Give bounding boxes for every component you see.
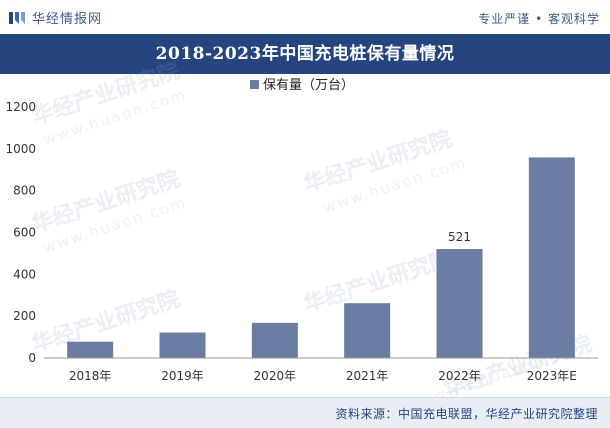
bars: 521 xyxy=(67,157,575,358)
x-tick-label: 2022年 xyxy=(438,369,481,383)
header-bar: 华经情报网 专业严谨 • 客观科学 xyxy=(0,0,610,34)
x-tick-label: 2023年E xyxy=(527,369,577,383)
bar xyxy=(251,322,298,358)
y-axis: 0 200 400 600 800 1000 1200 xyxy=(5,100,36,365)
x-tick-label: 2018年 xyxy=(69,369,112,383)
x-axis: 2018年 2019年 2020年 2021年 2022年 2023年E xyxy=(44,357,598,383)
x-tick-label: 2019年 xyxy=(161,369,204,383)
legend-label: 保有量（万台） xyxy=(263,78,354,93)
bar xyxy=(436,249,483,358)
bar xyxy=(528,157,575,358)
huajing-logo-icon xyxy=(9,11,25,24)
y-tick-label: 400 xyxy=(13,267,36,281)
bar xyxy=(67,341,114,358)
brand-tagline: 专业严谨 • 客观科学 xyxy=(478,12,600,26)
chart-area: 华经产业研究院 www.huaon.com 华经产业研究院 www.huaon.… xyxy=(0,59,610,405)
legend: 保有量（万台） xyxy=(250,78,354,93)
y-tick-label: 0 xyxy=(28,351,36,365)
source-note: 资料来源：中国充电联盟，华经产业研究院整理 xyxy=(335,407,598,421)
brand-name: 华经情报网 xyxy=(32,12,103,27)
footer: 资料来源：中国充电联盟，华经产业研究院整理 xyxy=(0,397,610,428)
x-tick-label: 2021年 xyxy=(346,369,389,383)
brand: 华经情报网 xyxy=(8,8,102,27)
bar xyxy=(159,332,206,358)
chart-title: 2018-2023年中国充电桩保有量情况 xyxy=(155,44,455,64)
y-tick-label: 800 xyxy=(13,184,36,198)
y-tick-label: 1200 xyxy=(5,100,36,114)
legend-swatch xyxy=(250,80,259,89)
y-tick-label: 1000 xyxy=(5,142,36,156)
bar xyxy=(344,303,391,358)
y-tick-label: 200 xyxy=(13,309,36,323)
chart-title-bar: 2018-2023年中国充电桩保有量情况 xyxy=(0,34,610,74)
data-label: 521 xyxy=(448,230,471,244)
y-tick-label: 600 xyxy=(13,226,36,240)
x-tick-label: 2020年 xyxy=(254,369,297,383)
